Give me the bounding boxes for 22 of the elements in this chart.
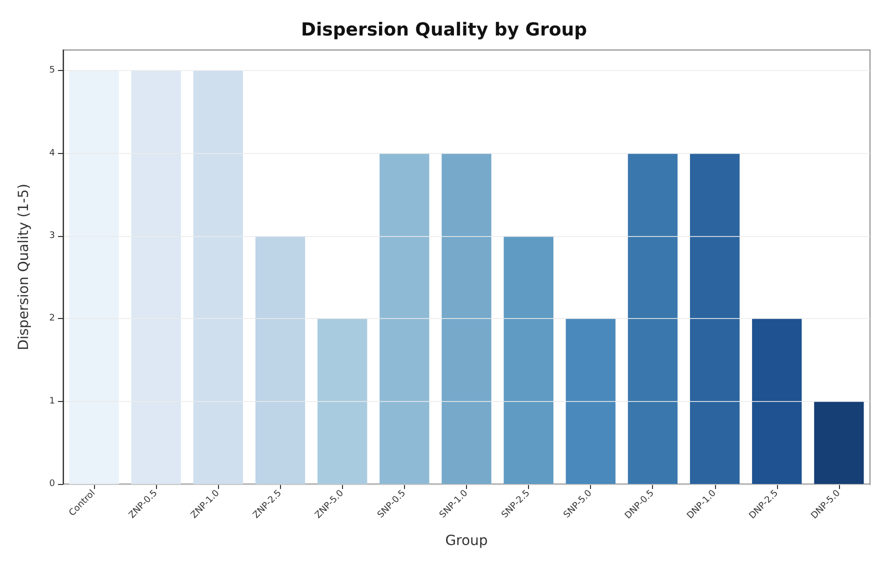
bar bbox=[504, 236, 554, 484]
bar bbox=[69, 70, 119, 484]
bar bbox=[131, 70, 181, 484]
bar bbox=[318, 318, 368, 484]
bar bbox=[690, 153, 740, 484]
y-tick-label: 5 bbox=[49, 66, 55, 76]
bar bbox=[255, 236, 306, 484]
x-axis-title: Group bbox=[445, 533, 488, 549]
bar bbox=[442, 153, 492, 484]
chart-title: Dispersion Quality by Group bbox=[301, 20, 588, 40]
y-tick-label: 4 bbox=[49, 148, 56, 158]
y-tick-label: 2 bbox=[49, 314, 55, 324]
y-tick-label: 3 bbox=[49, 231, 55, 241]
y-axis-title: Dispersion Quality (1-5) bbox=[16, 184, 32, 350]
bar bbox=[566, 318, 616, 484]
y-tick-label: 1 bbox=[49, 396, 55, 406]
y-tick-label: 0 bbox=[49, 479, 56, 489]
bar bbox=[380, 153, 430, 484]
bar bbox=[193, 70, 244, 484]
bar bbox=[752, 318, 802, 484]
bar bbox=[814, 401, 864, 484]
bar bbox=[628, 153, 678, 484]
